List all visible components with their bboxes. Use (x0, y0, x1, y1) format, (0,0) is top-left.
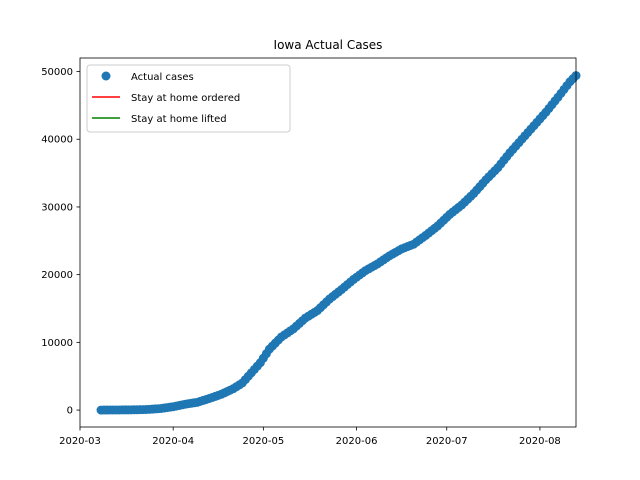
series-actual-cases (96, 71, 581, 415)
y-tick-label: 50000 (41, 67, 73, 78)
x-tick-label: 2020-03 (59, 436, 101, 447)
x-tick-label: 2020-04 (152, 436, 194, 447)
legend-label-actual-cases: Actual cases (131, 72, 194, 83)
y-tick-label: 20000 (41, 270, 73, 281)
legend-box (86, 64, 291, 133)
axes-frame (79, 57, 577, 428)
chart-title: Iowa Actual Cases (274, 38, 383, 52)
legend: Actual cases Stay at home ordered Stay a… (86, 64, 291, 133)
legend-marker-actual-cases (101, 71, 111, 81)
x-axis: 2020-03 2020-04 2020-05 2020-06 2020-07 2020-… (59, 427, 561, 447)
y-axis: 0 10000 20000 30000 40000 50000 (41, 67, 80, 417)
plot-area (96, 71, 581, 415)
y-tick-label: 10000 (41, 338, 73, 349)
legend-label-stay-at-home-lifted: Stay at home lifted (131, 114, 227, 125)
y-tick-label: 40000 (41, 135, 73, 146)
x-tick-label: 2020-06 (336, 436, 378, 447)
x-tick-label: 2020-05 (242, 436, 284, 447)
y-tick-label: 0 (67, 406, 73, 417)
x-tick-label: 2020-08 (519, 436, 561, 447)
legend-label-stay-at-home-ordered: Stay at home ordered (131, 93, 240, 104)
x-tick-label: 2020-07 (426, 436, 468, 447)
y-tick-label: 30000 (41, 202, 73, 213)
